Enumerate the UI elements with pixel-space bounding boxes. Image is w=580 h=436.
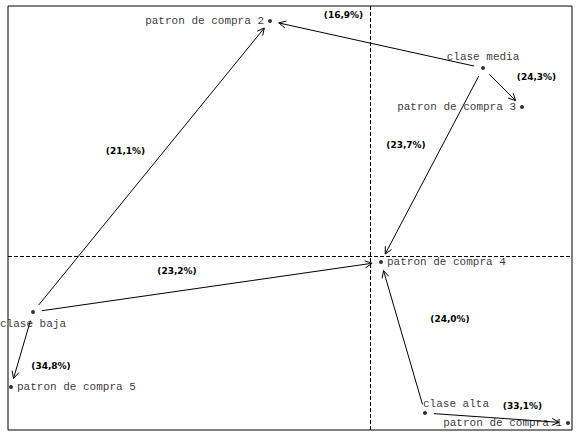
svg-text:clase baja: clase baja: [0, 318, 66, 330]
svg-text:(33,1%): (33,1%): [503, 401, 542, 411]
svg-text:clase media: clase media: [447, 51, 520, 63]
svg-text:(23,2%): (23,2%): [157, 266, 196, 276]
svg-text:(23,7%): (23,7%): [386, 140, 425, 150]
svg-text:(24,3%): (24,3%): [517, 72, 556, 82]
svg-text:patron de compra 4: patron de compra 4: [387, 256, 506, 268]
svg-text:patron de compra 2: patron de compra 2: [145, 15, 264, 27]
svg-text:patron de compra 1: patron de compra 1: [443, 417, 562, 429]
svg-text:(34,8%): (34,8%): [31, 361, 70, 371]
svg-text:clase alta: clase alta: [423, 398, 489, 410]
svg-text:patron de compra 5: patron de compra 5: [17, 381, 136, 393]
svg-text:(21,1%): (21,1%): [106, 146, 145, 156]
svg-text:patron de compra 3: patron de compra 3: [397, 101, 516, 113]
svg-text:(24,0%): (24,0%): [430, 314, 469, 324]
svg-text:(16,9%): (16,9%): [324, 10, 363, 20]
